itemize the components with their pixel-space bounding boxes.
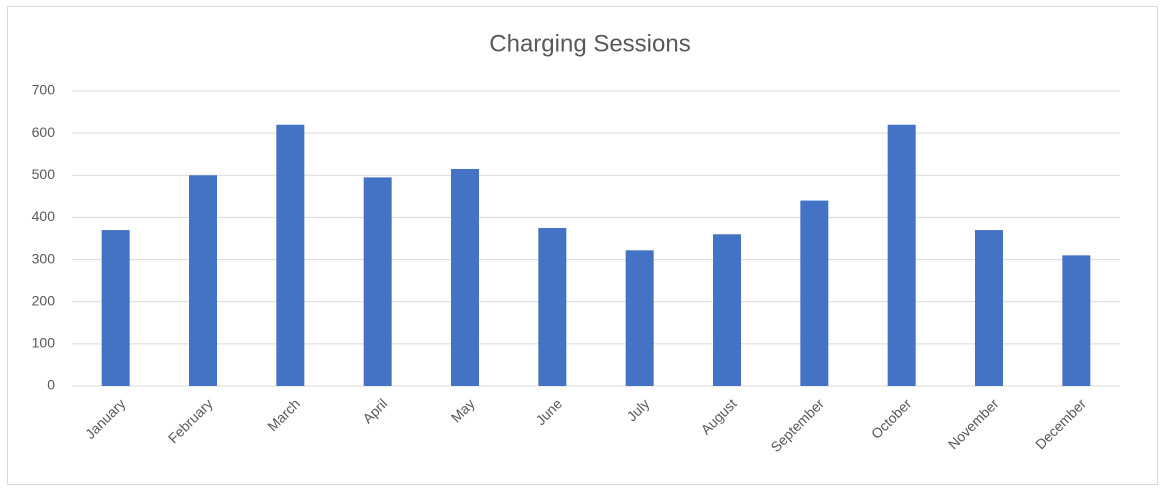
y-tick-label: 200 <box>32 292 56 308</box>
y-tick-label: 0 <box>47 377 55 393</box>
bar <box>713 234 741 386</box>
bar <box>189 175 217 386</box>
bar <box>1062 255 1091 386</box>
bar <box>887 124 916 386</box>
bar <box>625 250 654 386</box>
chart-title: Charging Sessions <box>489 30 690 57</box>
bar <box>975 230 1003 386</box>
bar <box>276 124 305 386</box>
y-tick-label: 300 <box>32 250 56 266</box>
bar <box>538 227 567 386</box>
y-tick-label: 700 <box>32 82 56 98</box>
y-tick-label: 600 <box>32 124 56 140</box>
y-tick-label: 100 <box>32 335 56 351</box>
bar <box>101 230 130 386</box>
bar <box>363 177 392 386</box>
y-tick-label: 400 <box>32 208 56 224</box>
y-tick-label: 500 <box>32 166 56 182</box>
bar <box>800 200 829 386</box>
bar <box>451 168 479 386</box>
